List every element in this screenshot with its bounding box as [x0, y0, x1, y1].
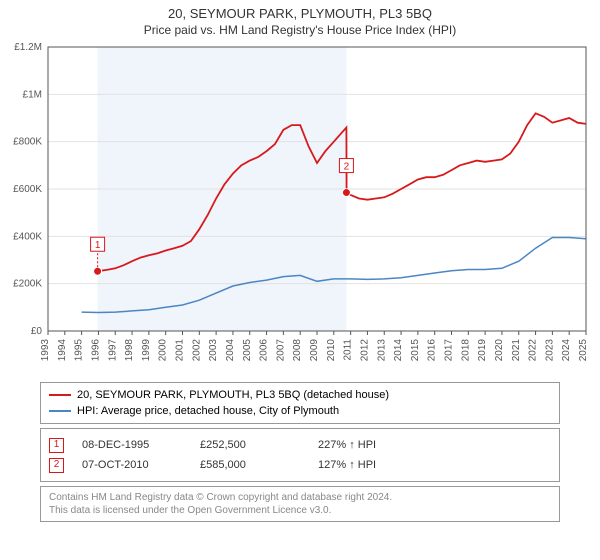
- event-price: £252,500: [200, 435, 300, 455]
- x-tick-label: 2020: [494, 339, 505, 362]
- footnote-line2: This data is licensed under the Open Gov…: [49, 504, 551, 517]
- event-pct: 127% ↑ HPI: [318, 455, 418, 475]
- x-tick-label: 2024: [561, 339, 572, 362]
- y-tick-label: £800K: [13, 137, 42, 148]
- legend-box: 20, SEYMOUR PARK, PLYMOUTH, PL3 5BQ (det…: [40, 382, 560, 424]
- x-tick-label: 1994: [57, 339, 68, 362]
- x-tick-label: 1997: [107, 339, 118, 362]
- y-tick-label: £400K: [13, 231, 42, 242]
- x-tick-label: 2023: [544, 339, 555, 362]
- event-pct: 227% ↑ HPI: [318, 435, 418, 455]
- x-tick-label: 1998: [124, 339, 135, 362]
- x-tick-label: 1995: [74, 339, 85, 362]
- x-tick-label: 2008: [292, 339, 303, 362]
- legend-label: HPI: Average price, detached house, City…: [77, 403, 339, 419]
- y-tick-label: £0: [31, 326, 43, 337]
- event-price: £585,000: [200, 455, 300, 475]
- legend-row: HPI: Average price, detached house, City…: [49, 403, 551, 419]
- x-tick-label: 2004: [225, 339, 236, 362]
- x-tick-label: 1993: [40, 339, 51, 362]
- legend-swatch: [49, 394, 71, 396]
- event-date: 08-DEC-1995: [82, 435, 182, 455]
- x-tick-label: 2006: [259, 339, 270, 362]
- x-tick-label: 2012: [359, 339, 370, 362]
- x-tick-label: 2017: [444, 339, 455, 362]
- events-box: 1 08-DEC-1995 £252,500 227% ↑ HPI 2 07-OCT-20…: [40, 428, 560, 482]
- x-tick-label: 2021: [511, 339, 522, 362]
- x-tick-label: 2013: [376, 339, 387, 362]
- event-num-marker: 1: [49, 438, 64, 453]
- y-tick-label: £600K: [13, 184, 42, 195]
- x-tick-label: 2014: [393, 339, 404, 362]
- x-tick-label: 1999: [141, 339, 152, 362]
- x-tick-label: 2011: [343, 339, 354, 361]
- y-tick-label: £1M: [23, 89, 42, 100]
- x-tick-label: 2019: [477, 339, 488, 362]
- x-tick-label: 2001: [175, 339, 186, 362]
- x-tick-label: 2005: [242, 339, 253, 362]
- x-tick-label: 2009: [309, 339, 320, 362]
- event-row: 2 07-OCT-2010 £585,000 127% ↑ HPI: [49, 455, 551, 475]
- chart-area: £0 £200K £400K £600K £800K £1M £1.2M 1993 1994 19…: [0, 41, 600, 376]
- x-tick-label: 2018: [460, 339, 471, 362]
- legend-row: 20, SEYMOUR PARK, PLYMOUTH, PL3 5BQ (det…: [49, 387, 551, 403]
- legend-swatch: [49, 410, 71, 412]
- footnote-box: Contains HM Land Registry data © Crown c…: [40, 486, 560, 522]
- x-tick-label: 2022: [528, 339, 539, 362]
- x-tick-label: 1996: [90, 339, 101, 362]
- event-dot: [94, 267, 102, 275]
- x-tick-label: 2015: [410, 339, 421, 362]
- event-row: 1 08-DEC-1995 £252,500 227% ↑ HPI: [49, 435, 551, 455]
- root: 20, SEYMOUR PARK, PLYMOUTH, PL3 5BQ Pric…: [0, 0, 600, 560]
- legend-label: 20, SEYMOUR PARK, PLYMOUTH, PL3 5BQ (det…: [77, 387, 389, 403]
- chart-subtitle: Price paid vs. HM Land Registry's House …: [0, 21, 600, 41]
- y-tick-label: £200K: [13, 279, 42, 290]
- line-chart-svg: £0 £200K £400K £600K £800K £1M £1.2M 1993 1994 19…: [0, 41, 600, 371]
- x-tick-label: 2025: [578, 339, 589, 362]
- x-tick-label: 2000: [158, 339, 169, 362]
- event-num-marker: 2: [49, 458, 64, 473]
- x-tick-label: 2003: [208, 339, 219, 362]
- footnote-line1: Contains HM Land Registry data © Crown c…: [49, 491, 551, 504]
- chart-title: 20, SEYMOUR PARK, PLYMOUTH, PL3 5BQ: [0, 0, 600, 21]
- x-tick-label: 2010: [326, 339, 337, 362]
- event-date: 07-OCT-2010: [82, 455, 182, 475]
- y-tick-label: £1.2M: [14, 42, 42, 53]
- x-tick-label: 2016: [427, 339, 438, 362]
- x-tick-label: 2002: [191, 339, 202, 362]
- event-dot: [342, 189, 350, 197]
- event-marker-num: 2: [344, 162, 350, 173]
- x-tick-label: 2007: [275, 339, 286, 362]
- event-marker-num: 1: [95, 240, 101, 251]
